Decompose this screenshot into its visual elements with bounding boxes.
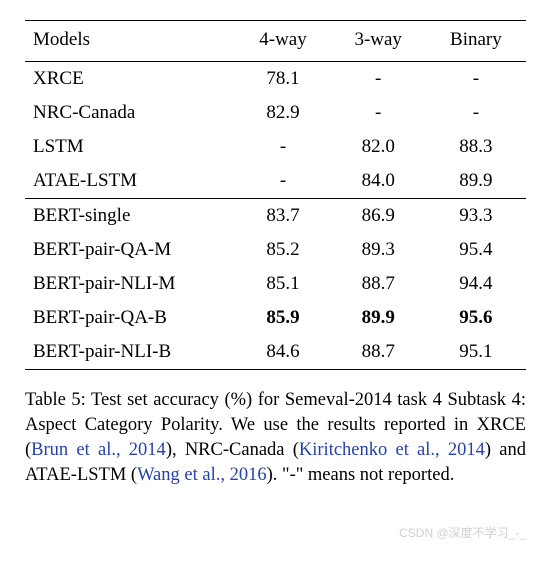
cell-model: BERT-pair-QA-M [25, 233, 235, 267]
table-row: BERT-single83.786.993.3 [25, 199, 526, 234]
cell-model: XRCE [25, 62, 235, 97]
cell-value: 88.3 [426, 130, 526, 164]
cell-value: - [235, 164, 330, 199]
table-row: XRCE78.1-- [25, 62, 526, 97]
cell-value: - [331, 96, 426, 130]
cell-model: BERT-pair-NLI-B [25, 335, 235, 370]
col-models: Models [25, 21, 235, 62]
table-row: BERT-pair-NLI-M85.188.794.4 [25, 267, 526, 301]
cell-value: - [426, 96, 526, 130]
caption-label: Table 5: [25, 390, 86, 410]
cell-value: 85.2 [235, 233, 330, 267]
cell-value: - [235, 130, 330, 164]
table-row: LSTM-82.088.3 [25, 130, 526, 164]
table-row: BERT-pair-QA-B85.989.995.6 [25, 301, 526, 335]
col-3way: 3-way [331, 21, 426, 62]
cell-value: 86.9 [331, 199, 426, 234]
table-caption: Table 5: Test set accuracy (%) for Semev… [25, 388, 526, 488]
cell-value: - [331, 62, 426, 97]
table-row: NRC-Canada82.9-- [25, 96, 526, 130]
watermark: CSDN @深度不学习_-_ [399, 524, 526, 541]
caption-text-2: ), NRC-Canada ( [166, 440, 299, 460]
table-header-row: Models 4-way 3-way Binary [25, 21, 526, 62]
cell-value: 95.4 [426, 233, 526, 267]
cell-value: 78.1 [235, 62, 330, 97]
table-row: BERT-pair-NLI-B84.688.795.1 [25, 335, 526, 370]
cell-value: 82.9 [235, 96, 330, 130]
cell-value: 93.3 [426, 199, 526, 234]
cell-value: 83.7 [235, 199, 330, 234]
table-row: BERT-pair-QA-M85.289.395.4 [25, 233, 526, 267]
cell-model: BERT-single [25, 199, 235, 234]
cell-value: 85.9 [235, 301, 330, 335]
cell-model: BERT-pair-QA-B [25, 301, 235, 335]
cell-model: ATAE-LSTM [25, 164, 235, 199]
col-4way: 4-way [235, 21, 330, 62]
cell-model: LSTM [25, 130, 235, 164]
cell-value: 94.4 [426, 267, 526, 301]
cell-value: 95.1 [426, 335, 526, 370]
cite-kiritchenko-2014[interactable]: Kiritchenko et al., 2014 [299, 440, 485, 460]
cell-value: 84.6 [235, 335, 330, 370]
cell-value: - [426, 62, 526, 97]
table-row: ATAE-LSTM-84.089.9 [25, 164, 526, 199]
cell-value: 84.0 [331, 164, 426, 199]
cell-value: 95.6 [426, 301, 526, 335]
cell-model: BERT-pair-NLI-M [25, 267, 235, 301]
col-binary: Binary [426, 21, 526, 62]
cell-value: 89.9 [426, 164, 526, 199]
cell-model: NRC-Canada [25, 96, 235, 130]
cite-wang-2016[interactable]: Wang et al., 2016 [137, 465, 267, 485]
cell-value: 88.7 [331, 335, 426, 370]
cell-value: 89.3 [331, 233, 426, 267]
cell-value: 88.7 [331, 267, 426, 301]
caption-text-4: ). "-" means not reported. [267, 465, 455, 485]
cell-value: 85.1 [235, 267, 330, 301]
results-table: Models 4-way 3-way Binary XRCE78.1--NRC-… [25, 20, 526, 370]
cell-value: 82.0 [331, 130, 426, 164]
cell-value: 89.9 [331, 301, 426, 335]
cite-brun-2014[interactable]: Brun et al., 2014 [31, 440, 166, 460]
